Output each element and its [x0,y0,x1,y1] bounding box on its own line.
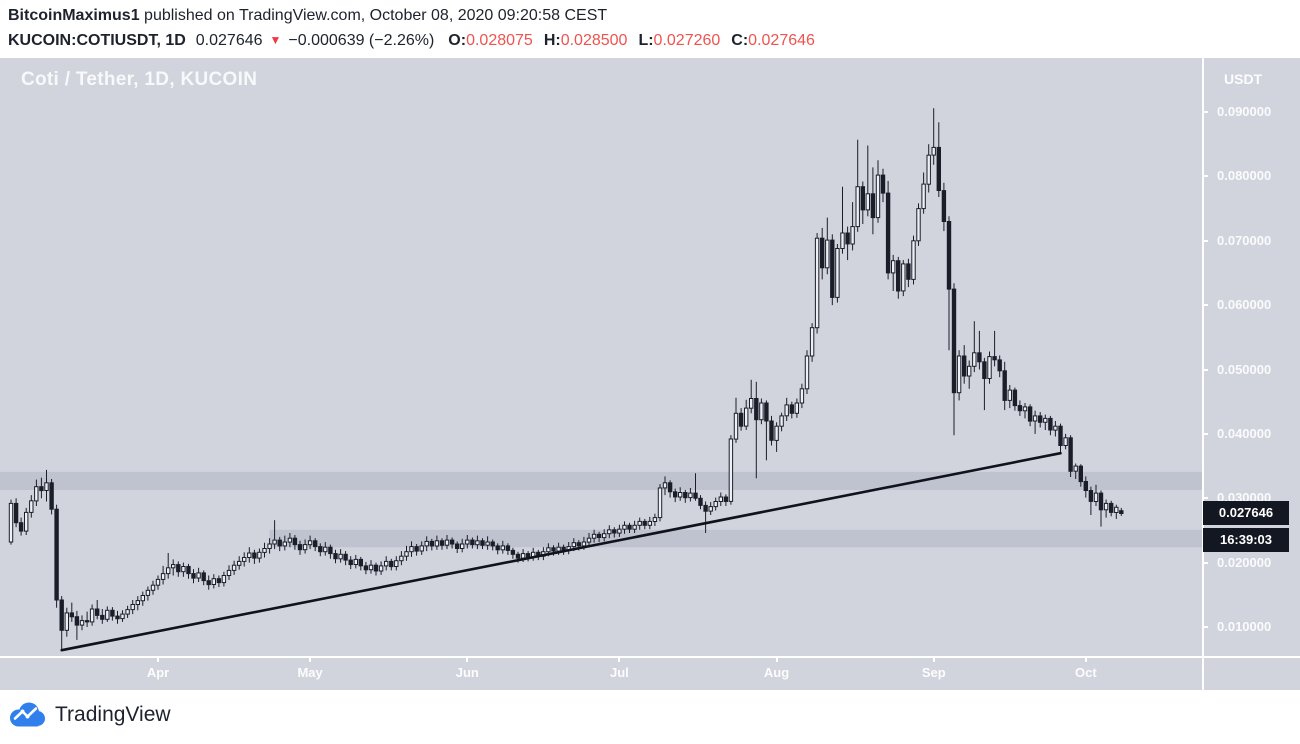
price-tick-label: 0.090000 [1217,104,1272,120]
price-tick-label: 0.060000 [1217,297,1272,313]
symbol-label: KUCOIN:COTIUSDT, 1D [8,32,186,49]
month-label-sep: Sep [921,665,946,680]
price-tick-mark [1202,432,1208,435]
down-triangle-icon: ▼ [269,33,282,47]
price-tick-label: 0.040000 [1217,425,1272,441]
price-tick-mark [1202,304,1208,307]
month-tick-mark [309,657,312,662]
publish-info: published on TradingView.com, October 08… [139,7,608,24]
month-tick-mark [932,657,935,662]
close-label: C: [731,32,749,49]
month-label-aug: Aug [763,665,790,680]
price-axis-divider [1202,58,1204,690]
ohlc-open: O:0.028075 [448,32,533,50]
author-link[interactable]: BitcoinMaximus1 [8,7,140,24]
symbol-line: KUCOIN:COTIUSDT, 1D 0.027646 ▼ −0.000639… [8,32,826,50]
month-label-oct: Oct [1074,665,1097,680]
month-tick-mark [157,657,160,662]
publish-line: BitcoinMaximus1 published on TradingView… [8,7,607,25]
price-tick-label: 0.070000 [1217,232,1272,248]
price-tick-mark [1202,561,1208,564]
price-tick-mark [1202,175,1208,178]
price-tick-mark [1202,239,1208,242]
open-label: O: [448,32,467,49]
month-label-apr: Apr [146,665,170,680]
price-tick-mark [1202,497,1208,500]
month-tick-mark [1084,657,1087,662]
chart-watermark: Coti / Tether, 1D, KUCOIN [21,69,258,90]
candlestick-chart[interactable] [0,58,1202,656]
tradingview-cloud-icon [10,702,45,727]
low-label: L: [638,32,654,49]
price-tick-label: 0.020000 [1217,554,1272,570]
high-label: H: [543,32,561,49]
last-price: 0.027646 [195,32,263,49]
month-tick-mark [466,657,469,662]
month-label-may: May [297,665,323,680]
month-tick-mark [775,657,778,662]
price-tick-mark [1202,626,1208,629]
bar-countdown-tag: 16:39:03 [1203,528,1289,553]
price-tick-label: 0.080000 [1217,168,1272,184]
ohlc-close: C:0.027646 [731,32,815,50]
price-tick-label: 0.050000 [1217,361,1272,377]
price-tick-mark [1202,111,1208,114]
open-value: 0.028075 [466,32,533,49]
price-tick-mark [1202,368,1208,371]
chart-pane-background [0,58,1300,690]
month-label-jun: Jun [455,665,479,680]
tradingview-brand-link[interactable]: TradingView [8,701,171,728]
close-value: 0.027646 [748,32,815,49]
time-axis-divider [0,656,1300,658]
price-axis-currency-label: USDT [1224,71,1263,87]
high-value: 0.028500 [560,32,628,49]
ohlc-low: L:0.027260 [638,32,720,50]
month-tick-mark [618,657,621,662]
price-tick-label: 0.010000 [1217,619,1272,635]
price-change: −0.000639 (−2.26%) [288,32,435,49]
ohlc-high: H:0.028500 [544,32,628,50]
month-label-jul: Jul [609,665,629,680]
tradingview-brand-text: TradingView [55,702,171,726]
low-value: 0.027260 [653,32,721,49]
last-price-tag: 0.027646 [1203,501,1289,526]
